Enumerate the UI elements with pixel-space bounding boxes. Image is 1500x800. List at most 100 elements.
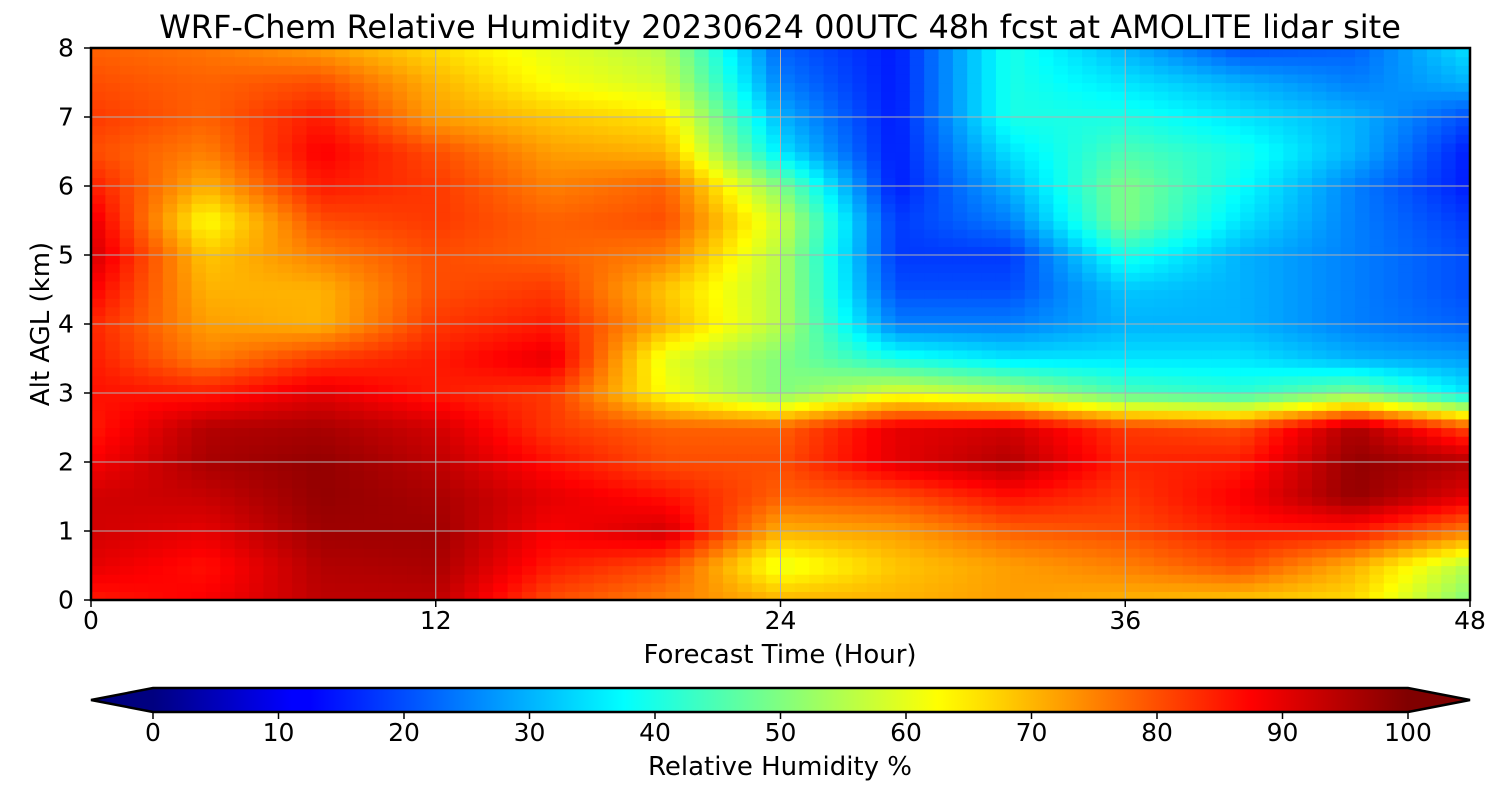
- heatmap-cell: [938, 160, 954, 170]
- heatmap-cell: [277, 479, 293, 489]
- heatmap-cell: [1197, 263, 1213, 273]
- heatmap-cell: [249, 237, 264, 247]
- heatmap-cell: [1441, 410, 1457, 420]
- heatmap-cell: [91, 496, 106, 506]
- heatmap-cell: [579, 315, 595, 325]
- heatmap-cell: [1369, 177, 1385, 187]
- heatmap-cell: [1311, 220, 1327, 230]
- heatmap-cell: [1024, 513, 1040, 523]
- heatmap-cell: [1139, 427, 1155, 437]
- heatmap-cell: [593, 315, 609, 325]
- heatmap-cell: [995, 375, 1011, 385]
- heatmap-cell: [723, 203, 738, 213]
- heatmap-cell: [249, 324, 264, 334]
- heatmap-cell: [967, 401, 983, 411]
- heatmap-cell: [866, 556, 882, 567]
- heatmap-cell: [435, 556, 451, 567]
- heatmap-cell: [148, 220, 164, 230]
- heatmap-cell: [1383, 289, 1399, 299]
- heatmap-cell: [981, 237, 997, 247]
- heatmap-cell: [1340, 315, 1356, 325]
- heatmap-cell: [478, 591, 494, 600]
- heatmap-cell: [837, 280, 853, 291]
- heatmap-cell: [220, 255, 236, 265]
- heatmap-cell: [565, 487, 580, 498]
- heatmap-cell: [234, 375, 250, 385]
- heatmap-cell: [809, 453, 825, 463]
- heatmap-cell: [1340, 574, 1356, 584]
- heatmap-cell: [335, 237, 351, 247]
- heatmap-cell: [751, 298, 767, 308]
- heatmap-cell: [1355, 401, 1371, 411]
- heatmap-cell: [249, 367, 264, 377]
- heatmap-cell: [1426, 332, 1442, 342]
- heatmap-cell: [1168, 574, 1184, 584]
- heatmap-cell: [407, 401, 422, 411]
- heatmap-cell: [1125, 289, 1141, 299]
- heatmap-cell: [1039, 186, 1055, 196]
- heatmap-cell: [1297, 220, 1313, 230]
- heatmap-cell: [665, 246, 681, 256]
- heatmap-cell: [1369, 427, 1385, 437]
- heatmap-cell: [1067, 591, 1083, 600]
- heatmap-cell: [507, 591, 523, 600]
- heatmap-cell: [1096, 263, 1112, 273]
- heatmap-cell: [1240, 539, 1256, 549]
- heatmap-cell: [464, 315, 480, 325]
- heatmap-cell: [1268, 229, 1284, 239]
- heatmap-cell: [1268, 289, 1284, 299]
- heatmap-cell: [809, 384, 825, 394]
- heatmap-cell: [507, 341, 523, 351]
- heatmap-cell: [981, 341, 997, 351]
- heatmap-cell: [1441, 298, 1457, 308]
- heatmap-cell: [1240, 496, 1256, 506]
- heatmap-cell: [881, 565, 897, 575]
- heatmap-cell: [751, 436, 767, 446]
- heatmap-cell: [205, 479, 221, 489]
- heatmap-cell: [536, 531, 552, 541]
- heatmap-cell: [1240, 194, 1256, 204]
- heatmap-cell: [579, 410, 595, 420]
- heatmap-cell: [1067, 263, 1083, 273]
- heatmap-cell: [981, 548, 997, 558]
- heatmap-cell: [1240, 177, 1256, 187]
- heatmap-cell: [320, 298, 336, 308]
- heatmap-cell: [665, 444, 681, 454]
- heatmap-cell: [881, 548, 897, 558]
- heatmap-cell: [823, 582, 839, 592]
- heatmap-cell: [852, 522, 868, 532]
- heatmap-cell: [292, 229, 308, 239]
- heatmap-cell: [852, 487, 868, 498]
- heatmap-cell: [593, 496, 609, 506]
- heatmap-cell: [119, 513, 135, 523]
- heatmap-cell: [493, 401, 509, 411]
- heatmap-cell: [1067, 453, 1083, 463]
- heatmap-cell: [1283, 194, 1299, 204]
- heatmap-cell: [205, 375, 221, 385]
- heatmap-cell: [1024, 444, 1040, 454]
- heatmap-cell: [292, 367, 308, 377]
- heatmap-cell: [1110, 186, 1126, 196]
- heatmap-cell: [780, 315, 796, 325]
- heatmap-cell: [1268, 237, 1284, 247]
- heatmap-cell: [679, 384, 695, 394]
- heatmap-cell: [105, 194, 121, 204]
- heatmap-cell: [277, 315, 293, 325]
- heatmap-cell: [421, 341, 437, 351]
- heatmap-cell: [823, 272, 839, 282]
- heatmap-cell: [119, 479, 135, 489]
- heatmap-cell: [1240, 272, 1256, 282]
- heatmap-cell: [277, 332, 293, 342]
- heatmap-cell: [794, 479, 810, 489]
- heatmap-cell: [579, 220, 595, 230]
- heatmap-cell: [191, 574, 207, 584]
- heatmap-cell: [1398, 505, 1414, 515]
- heatmap-cell: [1455, 367, 1470, 377]
- heatmap-cell: [1110, 548, 1126, 558]
- heatmap-cell: [995, 565, 1011, 575]
- heatmap-cell: [1039, 324, 1055, 334]
- heatmap-cell: [995, 177, 1011, 187]
- heatmap-cell: [249, 177, 264, 187]
- heatmap-cell: [881, 341, 897, 351]
- heatmap-cell: [1225, 367, 1241, 377]
